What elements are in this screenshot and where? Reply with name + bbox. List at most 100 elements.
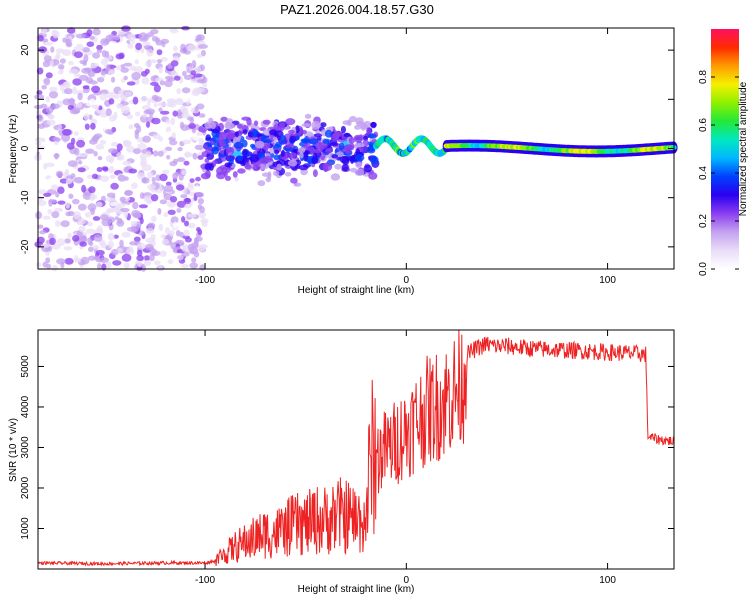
spectrogram-cell [106, 91, 116, 100]
spectrogram-cell [298, 147, 306, 154]
spectrogram-cell [366, 127, 372, 135]
spectrogram-cell [159, 80, 165, 86]
spectrogram-cell [290, 177, 298, 184]
spectrogram-cell [212, 135, 220, 143]
spectrogram-cell [139, 217, 144, 225]
spectrogram-cell [147, 222, 156, 229]
spectrogram-cell [157, 102, 167, 107]
spectrogram-cell [85, 148, 95, 154]
spectrogram-cell [110, 182, 119, 190]
spectrogram-cell [176, 200, 187, 208]
spectrogram-cell [187, 213, 197, 218]
spectrogram-cell [164, 146, 173, 151]
spectrogram-cell [151, 250, 161, 257]
spectrogram-cell [181, 216, 186, 223]
spectrogram-cell [42, 38, 49, 43]
spectrogram-cell [56, 238, 66, 247]
spectrogram-cell [84, 123, 90, 130]
spectrogram-cell [254, 140, 265, 149]
spectrogram-cell [142, 135, 151, 143]
spectrogram-cell [49, 86, 58, 92]
spectrogram-cell [92, 28, 101, 36]
spectrogram-cell [176, 88, 182, 95]
spectrogram-cell [34, 94, 45, 100]
spectrogram-cell [363, 164, 373, 173]
spectrogram-cell [158, 66, 163, 74]
spectrogram-cell [191, 31, 198, 37]
spectrogram-cell [196, 227, 201, 232]
spectrogram-cell [341, 163, 349, 172]
spectrogram-cell [278, 122, 285, 132]
spectrogram-cell [224, 162, 232, 168]
spectrogram-cell [179, 231, 184, 238]
spectrogram-cell [233, 141, 244, 149]
spectrogram-cell [175, 99, 184, 106]
spectrogram-cell [172, 110, 178, 117]
spectrogram-cell [182, 70, 187, 77]
spectrogram-cell [116, 143, 123, 152]
spectrogram-cell [124, 91, 132, 97]
spectrogram-cell [232, 171, 238, 178]
spectrogram-cell [105, 108, 112, 117]
spectrogram-cell [114, 190, 121, 199]
spectrogram-cell [136, 125, 142, 133]
spectrogram-cell [192, 135, 200, 141]
spectrogram-cell [106, 261, 112, 269]
spectrogram-cell [146, 32, 155, 38]
spectrogram-cell [273, 154, 280, 161]
spectrogram-cell [194, 185, 200, 192]
spectrogram-cell [189, 262, 198, 269]
spectrogram-cell [97, 156, 103, 161]
snr-xtick-label: -100 [195, 575, 215, 586]
spectrogram-xlabel: Height of straight line (km) [298, 285, 415, 296]
colorbar-tick-label: 0.4 [698, 166, 709, 180]
spectrogram-cell [196, 53, 203, 59]
spectrogram-cell [88, 114, 93, 120]
spectrogram-cell [146, 48, 154, 57]
snr-xtick-label: 0 [404, 575, 410, 586]
spectrogram-cell [257, 180, 266, 187]
spectrogram-cell [77, 160, 83, 165]
spectrogram-cell [203, 144, 208, 149]
spectrogram-cell [358, 134, 364, 142]
spectrogram-cell [140, 96, 148, 102]
spectrogram-cell [136, 255, 144, 262]
spectrogram-cell [196, 131, 204, 136]
spectrogram-cell [121, 25, 131, 32]
spectrogram-cell [63, 246, 73, 251]
spectrogram-cell [76, 139, 86, 148]
spectrogram-cell [284, 172, 292, 177]
spectrogram-cell [146, 199, 152, 205]
spectrogram-cell [334, 163, 342, 170]
spectrogram-cell [37, 199, 47, 207]
colorbar-tick-label: 0.6 [698, 118, 709, 132]
spectrogram-cell [355, 117, 364, 125]
spectrogram-cell [54, 137, 61, 142]
spectrogram-cell [144, 243, 154, 251]
spectrogram-cell [136, 242, 146, 249]
spectrogram-cell [55, 119, 65, 125]
spectrogram-cell [60, 220, 70, 228]
spectrogram-cell [234, 177, 239, 182]
spectrogram-cell [126, 247, 135, 255]
spectrogram-cell [87, 203, 97, 212]
spectrogram-cell [78, 225, 86, 233]
spectrogram-cell [108, 98, 115, 105]
spectrogram-cell [49, 237, 56, 246]
spectrogram-cell [304, 113, 312, 119]
spectrogram-cell [219, 141, 227, 147]
spectrogram-cell [197, 244, 206, 252]
spectrogram-cell [150, 194, 159, 202]
colorbar-tick-label: 0.2 [698, 214, 709, 228]
spectrogram-cell [198, 210, 206, 219]
spectrogram-cell [113, 111, 118, 120]
spectrogram-cell [54, 153, 59, 160]
spectrogram-cell [41, 85, 47, 90]
spectrogram-cell [182, 139, 192, 145]
spectrogram-cell [165, 118, 170, 125]
spectrogram-cell [42, 60, 51, 68]
spectrogram-cell [173, 45, 178, 52]
spectrogram-cell [324, 148, 334, 153]
spectrogram-cell [177, 157, 186, 163]
spectrogram-cell [123, 62, 132, 67]
